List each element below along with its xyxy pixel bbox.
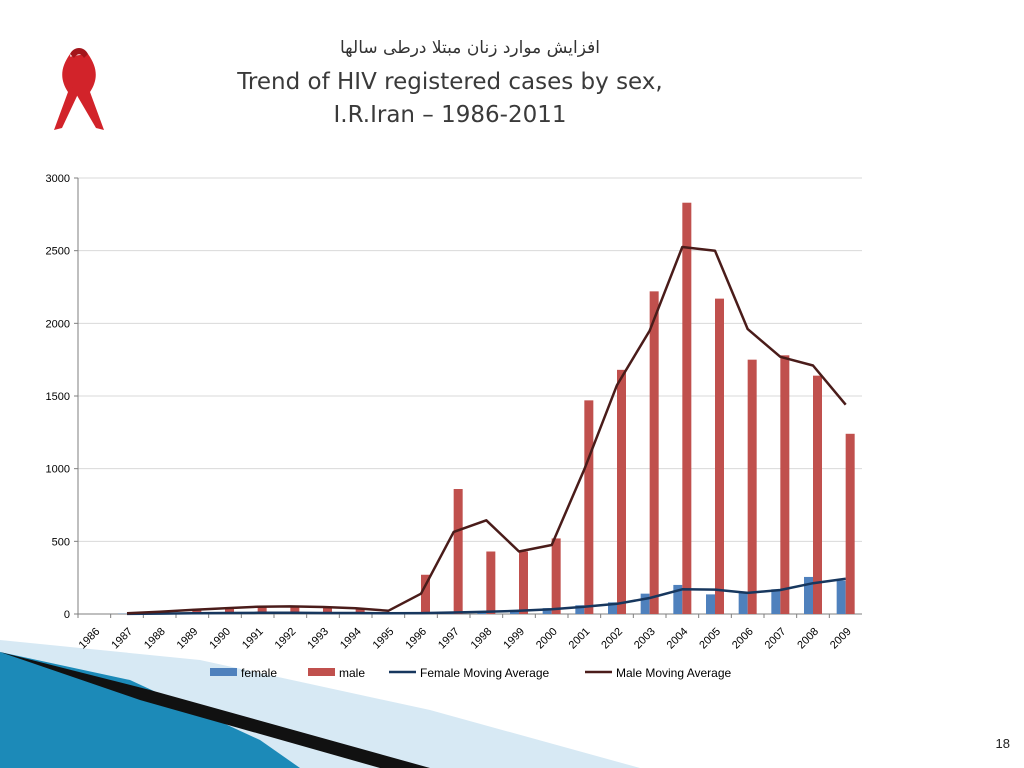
male-bar-1993: [323, 607, 332, 614]
x-tick-label-1991: 1991: [240, 626, 266, 652]
male-bar-2006: [747, 359, 757, 614]
x-tick-label-1992: 1992: [273, 626, 299, 652]
male-bar-2002: [617, 369, 626, 614]
female-bar-2008: [804, 576, 813, 614]
female-bar-2009: [836, 580, 846, 614]
male-bar-1990: [225, 607, 234, 614]
male-bar-2005: [715, 298, 724, 614]
red-ribbon-icon: [54, 48, 104, 130]
y-tick-label-500: 500: [52, 536, 70, 548]
x-tick-label-1988: 1988: [142, 626, 168, 652]
male-bar-2009: [845, 433, 855, 614]
female-bar-2003: [640, 593, 650, 614]
x-tick-label-1998: 1998: [469, 626, 495, 652]
male-bar-2004: [682, 202, 692, 614]
male-bar-1989: [192, 608, 202, 614]
female-bar-2001: [575, 605, 585, 614]
y-tick-label-1500: 1500: [46, 391, 70, 403]
male-bar-2007: [780, 355, 790, 614]
x-tick-label-1996: 1996: [403, 626, 429, 652]
slide-title: Trend of HIV registered cases by sex, I.…: [160, 66, 740, 132]
female-bar-2007: [771, 589, 781, 614]
y-tick-label-1000: 1000: [46, 464, 70, 476]
x-tick-label-1995: 1995: [371, 626, 397, 652]
y-tick-label-3000: 3000: [46, 173, 70, 185]
lines: [126, 245, 847, 616]
male-bar-1991: [257, 606, 267, 614]
x-tick-label-2002: 2002: [599, 626, 625, 652]
male-bar-1998: [486, 551, 496, 614]
x-tick-label-1990: 1990: [207, 626, 233, 652]
legend-label-female: female: [241, 666, 277, 680]
x-tick-label-1989: 1989: [175, 626, 201, 652]
x-tick-label-1993: 1993: [305, 626, 331, 652]
bars: [118, 202, 855, 614]
legend-label-female-moving-average: Female Moving Average: [420, 666, 550, 680]
male-moving-average-line: [126, 245, 847, 615]
male-bar-1999: [519, 551, 528, 614]
female-moving-average-line: [126, 577, 846, 616]
female-bar-2005: [706, 594, 715, 614]
x-tick-label-1986: 1986: [77, 626, 103, 652]
decor-black-stripe: [0, 652, 430, 768]
y-tick-label-0: 0: [64, 609, 70, 621]
male-bar-1994: [355, 608, 365, 614]
x-tick-label-2009: 2009: [828, 626, 854, 652]
slide-title-line-2: I.R.Iran – 1986-2011: [333, 102, 567, 128]
gridlines: [78, 177, 862, 542]
female-bar-2006: [738, 591, 748, 614]
x-tick-label-2004: 2004: [665, 626, 691, 652]
x-tick-label-1987: 1987: [109, 626, 135, 652]
y-axis: 0 500 1000 1500 2000 2500 3000: [46, 173, 79, 621]
legend: female male Female Moving Average Male Movi…: [210, 666, 732, 680]
x-tick-label-2000: 2000: [534, 626, 560, 652]
x-tick-label-2001: 2001: [567, 626, 593, 652]
x-tick-label-1994: 1994: [338, 626, 364, 652]
x-tick-label-2003: 2003: [632, 626, 658, 652]
page-number: 18: [995, 736, 1010, 751]
female-bar-2004: [673, 584, 683, 614]
decor-blue-band: [0, 652, 300, 768]
male-bar-1996: [421, 574, 430, 614]
x-tick-label-2006: 2006: [730, 626, 756, 652]
ribbon-right-tail: [65, 54, 104, 130]
legend-swatch-female: [210, 668, 237, 676]
male-bar-1997: [453, 489, 463, 614]
x-tick-label-2007: 2007: [763, 626, 789, 652]
x-axis: 1986 1987 1988 1989 1990 1991 1992 1993 1994 1995…: [77, 613, 862, 652]
legend-label-male-moving-average: Male Moving Average: [616, 666, 732, 680]
legend-label-male: male: [339, 666, 365, 680]
female-bar-2000: [542, 608, 552, 614]
x-tick-label-1999: 1999: [501, 626, 527, 652]
male-bar-2001: [584, 400, 594, 614]
male-bar-2003: [649, 291, 659, 614]
slide-title-line-1: Trend of HIV registered cases by sex,: [237, 69, 663, 95]
x-tick-label-2005: 2005: [697, 626, 723, 652]
male-bar-2000: [551, 538, 561, 614]
y-tick-label-2500: 2500: [46, 246, 70, 258]
x-tick-label-2008: 2008: [795, 626, 821, 652]
slide-title-persian: افزایش موارد زنان مبتلا درطی سالها: [340, 38, 600, 58]
ribbon-loop: [70, 48, 88, 58]
y-tick-label-2000: 2000: [46, 318, 70, 330]
male-bar-1992: [290, 606, 300, 614]
male-bar-2008: [813, 375, 822, 614]
legend-swatch-male: [308, 668, 335, 676]
x-tick-label-1997: 1997: [436, 626, 462, 652]
female-bar-2002: [608, 602, 617, 614]
